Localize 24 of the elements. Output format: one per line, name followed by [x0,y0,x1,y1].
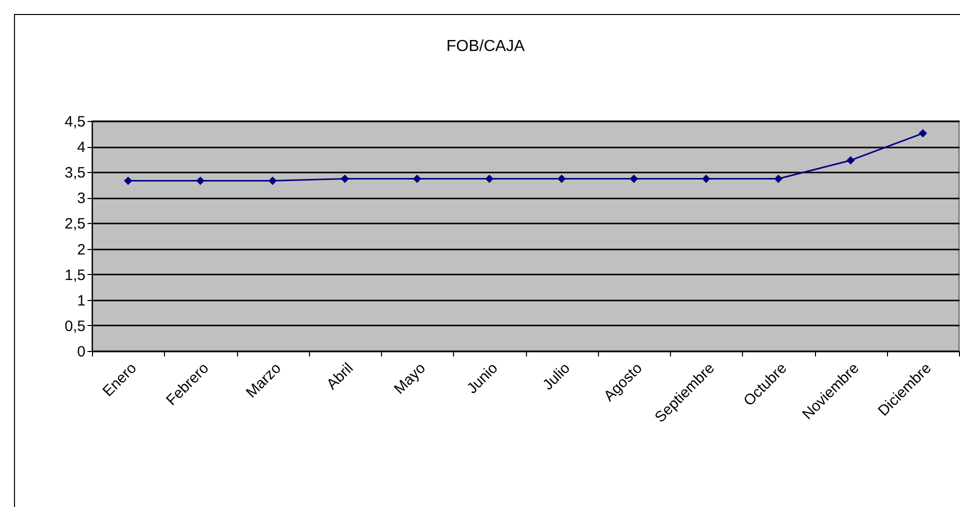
y-tick-label: 3,5 [64,164,86,182]
point [846,156,855,165]
point [485,174,494,183]
point [340,174,350,183]
y-tick-label: 1,5 [64,266,86,284]
y-tick-label: 4,5 [64,114,86,130]
point [196,176,205,185]
y-tick-label: 3 [77,190,86,208]
y-tick-label: 2 [77,241,86,258]
y-tick-label: 0,5 [64,318,86,335]
chart-title: FOB/CAJA [446,38,525,55]
point [630,174,638,183]
point [412,174,422,183]
point [918,129,928,138]
point [774,174,783,183]
x-tick-label: Julio [540,360,574,394]
point [557,174,566,183]
point [702,174,710,183]
y-tick-label: 4 [77,139,86,156]
y-tick-label: 1 [77,292,86,310]
point [124,176,132,185]
point [268,176,277,185]
y-tick-label: 2,5 [64,216,86,233]
y-tick-label: 0 [77,344,86,360]
